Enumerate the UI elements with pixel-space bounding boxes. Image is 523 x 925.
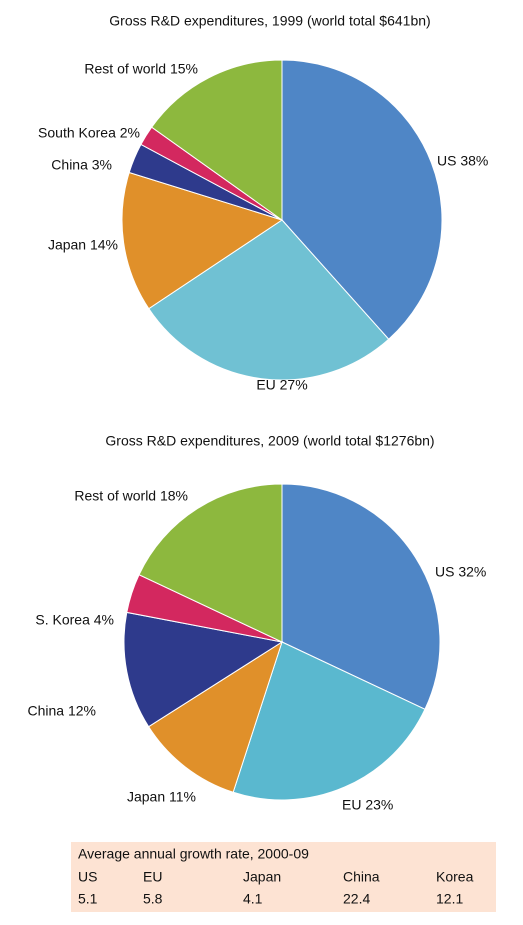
table-header: Korea <box>436 869 474 885</box>
table-cell: 22.4 <box>343 891 370 907</box>
slice-label: Japan 14% <box>48 237 118 253</box>
pie-slice <box>281 59 443 340</box>
table-cell: 5.8 <box>143 891 163 907</box>
slice-label: China 12% <box>28 703 97 719</box>
slice-label: US 32% <box>435 564 486 580</box>
slice-label: Rest of world 15% <box>84 61 198 77</box>
pie-slice <box>150 59 283 221</box>
slice-label: EU 27% <box>256 377 307 393</box>
table-title: Average annual growth rate, 2000-09 <box>78 846 309 862</box>
slice-label: S. Korea 4% <box>35 612 114 628</box>
chart-title: Gross R&D expenditures, 2009 (world tota… <box>105 433 434 449</box>
slice-label: Rest of world 18% <box>74 488 188 504</box>
table-background <box>71 842 496 912</box>
slice-label: Japan 11% <box>127 789 196 805</box>
table-header: China <box>343 869 380 885</box>
table-header: EU <box>143 869 162 885</box>
pie-slice <box>138 483 283 643</box>
table-header: US <box>78 869 97 885</box>
pie-slice <box>148 219 390 381</box>
slice-label: US 38% <box>437 153 488 169</box>
pie-slice <box>121 171 284 310</box>
table-cell: 4.1 <box>243 891 263 907</box>
pie-slice <box>281 483 441 710</box>
table-header: Japan <box>243 869 281 885</box>
table-cell: 12.1 <box>436 891 463 907</box>
chart-title: Gross R&D expenditures, 1999 (world tota… <box>109 13 430 29</box>
table-cell: 5.1 <box>78 891 98 907</box>
slice-label: China 3% <box>51 157 112 173</box>
pie-slice <box>232 641 426 801</box>
pie-slice <box>123 611 284 728</box>
slice-label: South Korea 2% <box>38 125 140 141</box>
slice-label: EU 23% <box>342 797 393 813</box>
pie-slice <box>147 640 283 793</box>
